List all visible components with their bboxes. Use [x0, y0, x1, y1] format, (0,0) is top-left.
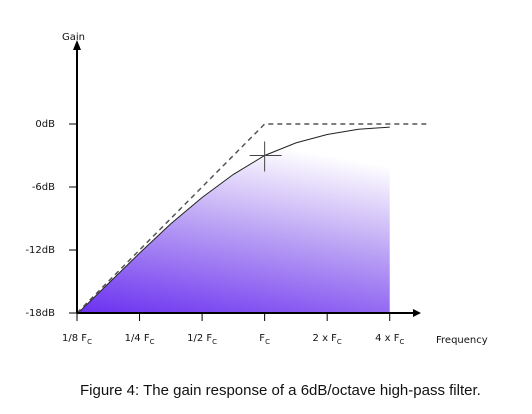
- y-tick-label: -6dB: [32, 182, 55, 193]
- x-axis-label: Frequency: [436, 335, 488, 346]
- y-tick-label: -18dB: [25, 308, 55, 319]
- y-tick-label: -12dB: [25, 245, 55, 256]
- x-tick-label: 1/8 FC: [62, 333, 92, 346]
- x-tick-label: 1/4 FC: [125, 333, 155, 346]
- x-arrow: [413, 309, 421, 317]
- caption: Figure 4: The gain response of a 6dB/oct…: [80, 382, 481, 399]
- y-arrow: [73, 40, 81, 50]
- x-tick-label: FC: [259, 333, 270, 346]
- response-line: [76, 126, 390, 315]
- y-axis-label: Gain: [62, 32, 85, 43]
- x-tick-label: 4 x FC: [375, 333, 404, 346]
- x-tick-label: 2 x FC: [313, 333, 342, 346]
- x-tick-label: 1/2 FC: [187, 333, 217, 346]
- area: [77, 127, 390, 315]
- y-tick-label: 0dB: [35, 119, 55, 130]
